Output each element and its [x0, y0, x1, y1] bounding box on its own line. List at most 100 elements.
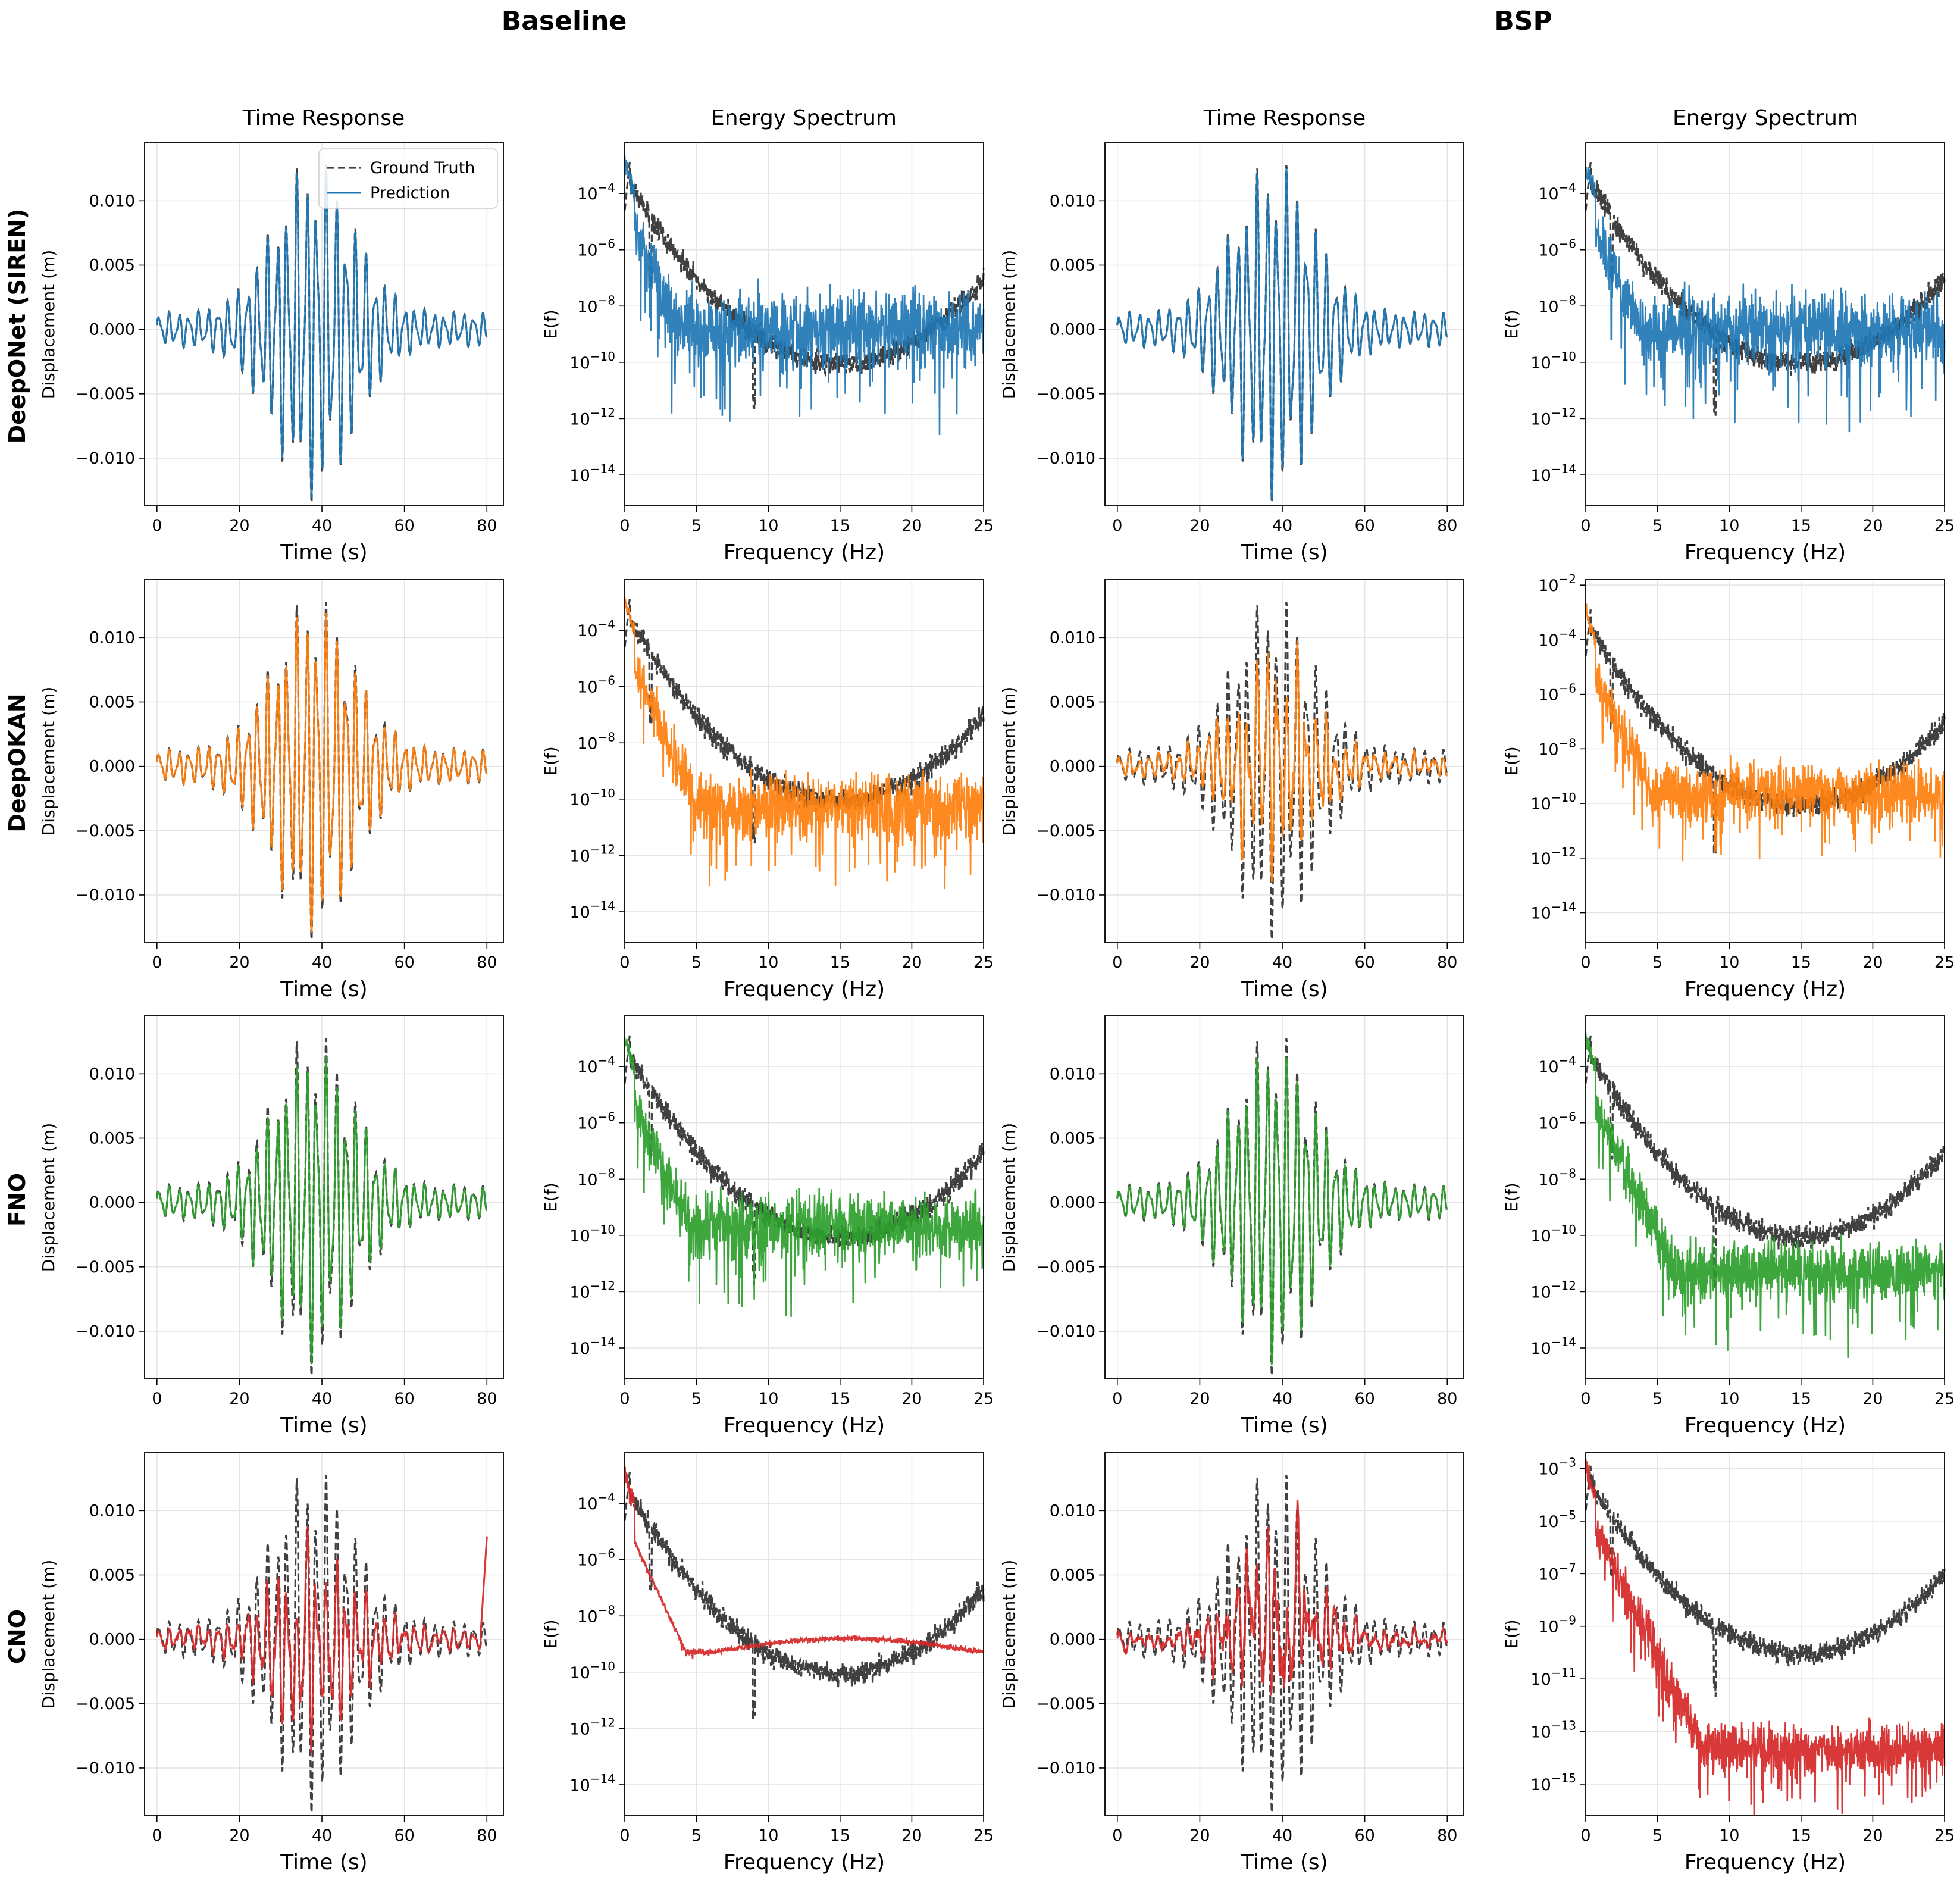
spectrum-panel-r1-c3: 0 5 10 15 20 25 10−14 10−12 10−10 10−8 10−6 10−4 10−…: [1502, 572, 1955, 1002]
axes-frame: [1104, 1015, 1464, 1379]
y-tick-label: 10−4: [577, 617, 615, 640]
y-tick-label: 10−6: [577, 1547, 615, 1570]
y-axis-label: E(f): [541, 1619, 561, 1648]
x-tick-label: 20: [901, 1390, 922, 1408]
y-tick-label: 0.010: [89, 192, 135, 210]
series-prediction: [1585, 1458, 1946, 1815]
x-tick-label: 20: [1862, 953, 1883, 972]
spectrum-panel-r2-c1: 0 5 10 15 20 25 10−14 10−12 10−10 10−8 10−6 10−4 Fre…: [541, 1015, 994, 1438]
x-tick-label: 80: [1437, 517, 1457, 535]
x-tick-label: 80: [1437, 953, 1457, 972]
spectrum-panel-r0-c3: 0 5 10 15 20 25 10−14 10−12 10−10 10−8 10−6 10−4 Fre…: [1502, 142, 1955, 565]
y-tick-label: 0.005: [1050, 693, 1095, 711]
y-tick-label: 10−8: [577, 1166, 615, 1189]
x-tick-label: 15: [1791, 1390, 1811, 1408]
time-panel-r3-c0: 0 20 40 60 80 −0.010 −0.005 0.000 0.005 0.010 Time…: [39, 1452, 504, 1875]
series-prediction: [1116, 640, 1448, 883]
y-axis-label: Displacement (m): [39, 1560, 58, 1709]
x-axis-label: Frequency (Hz): [724, 540, 885, 565]
x-tick-label: 0: [1580, 1390, 1590, 1408]
y-axis-label: E(f): [541, 309, 561, 339]
y-tick-label: −0.005: [1036, 822, 1095, 840]
y-tick-label: 10−3: [1538, 1456, 1576, 1479]
y-tick-label: 10−4: [577, 1053, 615, 1077]
x-tick-label: 20: [229, 1826, 249, 1845]
x-tick-label: 60: [394, 517, 414, 535]
plot-area: [1586, 1016, 1945, 1379]
y-tick-label: 10−12: [1530, 1278, 1576, 1302]
time-panel-r2-c0: 0 20 40 60 80 −0.010 −0.005 0.000 0.005 0.010 Time…: [39, 1015, 504, 1438]
x-tick-label: 10: [758, 953, 778, 972]
x-tick-label: 0: [1112, 1826, 1122, 1845]
y-tick-label: 0.000: [1050, 1194, 1095, 1212]
y-tick-label: 0.010: [89, 1065, 135, 1083]
y-tick-label: 10−8: [1538, 1166, 1576, 1189]
x-axis-label: Frequency (Hz): [1685, 540, 1846, 565]
time-panel-r0-c0: 0 20 40 60 80 −0.010 −0.005 0.000 0.005 0.010 Time…: [39, 142, 504, 565]
row-label-deeponet: DeepONet (SIREN): [4, 209, 30, 444]
y-tick-label: 10−12: [1530, 845, 1576, 868]
x-tick-label: 40: [1272, 1826, 1292, 1845]
time-panel-r1-c0: 0 20 40 60 80 −0.010 −0.005 0.000 0.005 0.010 Time…: [39, 579, 504, 1002]
time-panel-r3-c2: 0 20 40 60 80 −0.010 −0.005 0.000 0.005 0.010 Time…: [999, 1452, 1464, 1875]
x-tick-label: 15: [830, 953, 850, 972]
y-tick-label: 10−6: [1538, 1110, 1576, 1133]
x-tick-label: 0: [1112, 517, 1122, 535]
x-tick-label: 5: [691, 1390, 702, 1408]
x-tick-label: 25: [1934, 517, 1955, 535]
series-prediction: [156, 612, 488, 933]
x-tick-label: 20: [1189, 1826, 1210, 1845]
x-tick-label: 60: [394, 1390, 414, 1408]
y-tick-label: 10−6: [1538, 681, 1576, 705]
x-axis-label: Time (s): [280, 977, 367, 1002]
y-tick-label: 10−12: [569, 842, 615, 865]
time-panel-r0-c2: 0 20 40 60 80 −0.010 −0.005 0.000 0.005 0.010 Time…: [999, 142, 1464, 565]
y-tick-label: −0.010: [1036, 1759, 1095, 1778]
x-tick-label: 40: [1272, 1390, 1292, 1408]
legend-box: [318, 148, 498, 209]
y-tick-label: −0.010: [1036, 886, 1095, 905]
y-tick-label: 10−8: [577, 1603, 615, 1626]
x-tick-label: 5: [1652, 1390, 1662, 1408]
y-tick-label: 10−13: [1530, 1719, 1576, 1742]
x-tick-label: 10: [1719, 1826, 1739, 1845]
x-axis-label: Frequency (Hz): [1685, 977, 1846, 1002]
x-tick-label: 80: [1437, 1826, 1457, 1845]
x-axis-label: Time (s): [1240, 1413, 1327, 1438]
axes-frame: [144, 142, 504, 506]
y-tick-label: 10−10: [569, 786, 615, 809]
axes-frame: [1585, 1015, 1945, 1379]
x-tick-label: 10: [1719, 953, 1739, 972]
y-axis-label: Displacement (m): [999, 1123, 1019, 1272]
y-tick-label: 10−14: [1530, 900, 1576, 923]
series-ground-truth: [624, 1472, 985, 1720]
x-tick-label: 25: [1934, 1826, 1955, 1845]
x-tick-label: 80: [477, 953, 497, 972]
x-tick-label: 15: [830, 517, 850, 535]
x-tick-label: 20: [229, 953, 249, 972]
spectrum-panel-r0-c1: 0 5 10 15 20 25 10−14 10−12 10−10 10−8 10−6 10−4 Fre…: [541, 142, 994, 565]
y-tick-label: 0.005: [1050, 1129, 1095, 1147]
series-prediction: [624, 1037, 985, 1317]
axes-frame: [1585, 142, 1945, 506]
y-tick-label: 10−8: [1538, 293, 1576, 316]
suptitle-bsp: BSP: [1494, 6, 1552, 36]
y-tick-label: 10−10: [569, 1659, 615, 1682]
x-axis-label: Time (s): [1240, 540, 1327, 565]
y-tick-label: 10−11: [1530, 1666, 1576, 1689]
y-tick-label: 10−10: [569, 349, 615, 373]
x-tick-label: 10: [1719, 1390, 1739, 1408]
x-tick-label: 10: [758, 1390, 778, 1408]
x-tick-label: 20: [901, 517, 922, 535]
axes-frame: [1585, 1452, 1945, 1816]
x-tick-label: 80: [477, 517, 497, 535]
row-label-deepokan: DeepOKAN: [4, 693, 30, 832]
y-tick-label: 0.005: [1050, 256, 1095, 274]
y-tick-label: 0.010: [89, 1501, 135, 1520]
axes-frame: [624, 579, 984, 943]
y-tick-label: 10−14: [569, 1335, 615, 1358]
axes-frame: [144, 1452, 504, 1816]
series-prediction: [624, 155, 985, 436]
x-tick-label: 40: [312, 953, 332, 972]
x-axis-label: Frequency (Hz): [724, 977, 885, 1002]
